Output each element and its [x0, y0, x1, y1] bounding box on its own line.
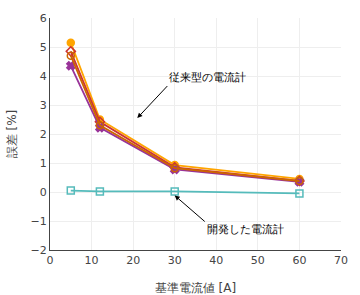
svg-text:−2: −2: [31, 244, 47, 257]
svg-text:3: 3: [40, 99, 47, 112]
svg-text:10: 10: [85, 254, 99, 267]
svg-text:70: 70: [334, 254, 348, 267]
svg-text:6: 6: [40, 12, 47, 25]
svg-text:1: 1: [40, 157, 47, 170]
svg-text:30: 30: [168, 254, 182, 267]
svg-text:0: 0: [40, 186, 47, 199]
svg-text:4: 4: [40, 70, 47, 83]
svg-text:5: 5: [40, 41, 47, 54]
svg-text:基準電流値 [A]: 基準電流値 [A]: [155, 281, 236, 295]
svg-text:2: 2: [40, 128, 47, 141]
svg-text:20: 20: [126, 254, 140, 267]
svg-text:50: 50: [251, 254, 265, 267]
svg-text:開発した電流計: 開発した電流計: [207, 223, 284, 236]
svg-text:0: 0: [47, 254, 54, 267]
svg-text:誤差 [%]: 誤差 [%]: [5, 110, 19, 159]
svg-text:−1: −1: [31, 215, 47, 228]
svg-text:従来型の電流計: 従来型の電流計: [169, 71, 246, 84]
svg-text:60: 60: [292, 254, 306, 267]
svg-text:40: 40: [209, 254, 223, 267]
